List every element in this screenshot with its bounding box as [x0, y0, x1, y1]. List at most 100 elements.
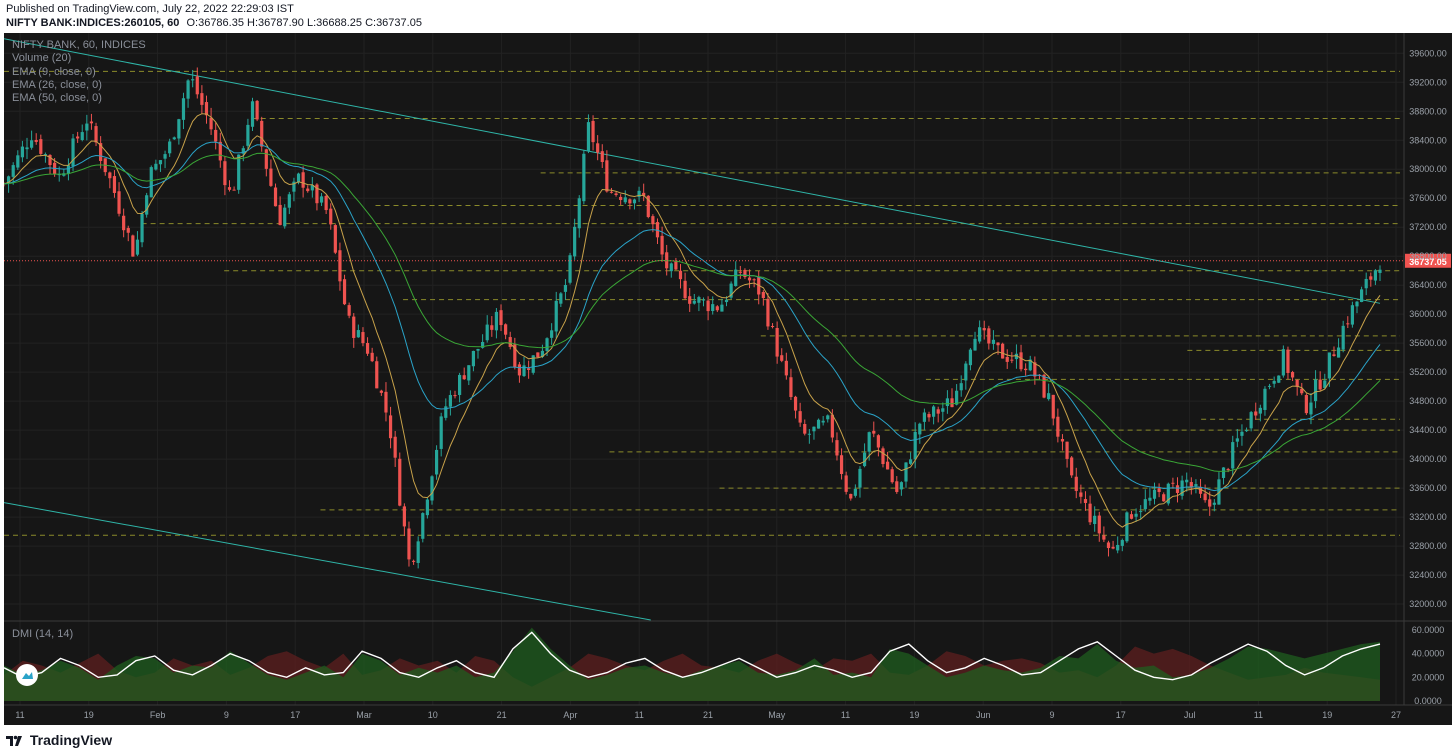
- candle-body: [508, 337, 512, 347]
- time-tick-label: May: [768, 710, 786, 720]
- candle-body: [862, 452, 867, 467]
- legend-ema50[interactable]: EMA (50, close, 0): [12, 92, 102, 105]
- candle-body: [218, 141, 222, 161]
- tradingview-logo[interactable]: TradingView: [6, 732, 112, 748]
- time-tick-label: 9: [1049, 710, 1054, 720]
- candle-body: [1226, 469, 1230, 471]
- chart-footer: TradingView: [0, 725, 1456, 754]
- time-tick-label: 17: [290, 710, 300, 720]
- last-price-tag: [1405, 253, 1451, 268]
- price-chart-svg[interactable]: 36737.05 39600.00 39200.00 38800.00 38400.0…: [2, 33, 1452, 725]
- dmi-tick-label: 20.0000: [1412, 672, 1445, 682]
- candle-body: [885, 461, 890, 470]
- candle-body: [904, 462, 908, 482]
- candle-body: [108, 172, 112, 179]
- candle-body: [39, 139, 43, 154]
- legend-ema26[interactable]: EMA (26, close, 0): [12, 78, 102, 91]
- time-tick-label: 11: [841, 710, 850, 720]
- candle-body: [315, 184, 319, 204]
- candle-body: [481, 341, 485, 348]
- candle-body: [1346, 323, 1350, 325]
- candle-body: [586, 122, 591, 151]
- candle-body: [278, 204, 282, 226]
- candle-body: [407, 528, 411, 560]
- candle-body: [168, 141, 172, 154]
- candle-body: [1231, 442, 1235, 469]
- candle-body: [200, 93, 204, 105]
- legend-ema9[interactable]: EMA (9, close, 0): [12, 65, 96, 78]
- price-tick-label: 37600.00: [1409, 193, 1447, 203]
- time-tick-label: 21: [703, 710, 713, 720]
- candle-body: [76, 136, 80, 139]
- candle-body: [425, 499, 429, 516]
- time-tick-label: 11: [15, 710, 24, 720]
- tradingview-bubble-icon[interactable]: [16, 664, 38, 686]
- candle-body: [430, 476, 434, 501]
- candle-body: [416, 541, 420, 563]
- candle-body: [310, 185, 314, 191]
- candle-body: [881, 448, 885, 465]
- candle-body: [1258, 407, 1262, 414]
- candle-body: [421, 513, 425, 539]
- candle-body: [789, 377, 793, 398]
- price-tick-label: 34400.00: [1409, 425, 1447, 435]
- candle-body: [688, 296, 692, 304]
- candle-body: [287, 194, 291, 208]
- candle-body: [987, 328, 991, 344]
- candle-body: [1364, 278, 1368, 289]
- candle-body: [890, 469, 894, 483]
- candle-body: [264, 149, 268, 169]
- candle-body: [1060, 438, 1065, 442]
- candle-body: [476, 348, 480, 351]
- candle-body: [807, 433, 811, 435]
- candle-body: [260, 120, 264, 147]
- time-tick-label: Jul: [1184, 710, 1196, 720]
- candle-body: [1047, 393, 1051, 400]
- candle-body: [816, 419, 821, 429]
- legend-symbol[interactable]: NIFTY BANK, 60, INDICES: [12, 39, 146, 51]
- candle-body: [177, 119, 181, 139]
- candle-body: [945, 398, 950, 407]
- candle-body: [729, 283, 733, 298]
- chart-area[interactable]: 36737.05 39600.00 39200.00 38800.00 38400.0…: [2, 33, 1452, 725]
- candle-body: [978, 327, 982, 342]
- candle-body: [724, 299, 729, 303]
- candle-body: [154, 163, 158, 170]
- price-tick-label: 36400.00: [1409, 280, 1447, 290]
- candle-body: [112, 176, 117, 193]
- candle-body: [20, 146, 25, 158]
- candle-body: [388, 415, 393, 439]
- candle-body: [683, 280, 687, 299]
- candle-body: [434, 449, 439, 475]
- brand-name: TradingView: [29, 732, 113, 748]
- candle-body: [342, 279, 347, 305]
- candle-body: [550, 330, 554, 338]
- candle-body: [798, 411, 802, 423]
- candle-body: [623, 197, 627, 203]
- legend-dmi[interactable]: DMI (14, 14): [12, 628, 74, 640]
- candle-body: [991, 339, 996, 344]
- candle-body: [701, 299, 706, 301]
- candle-body: [692, 300, 696, 304]
- candle-body: [1332, 354, 1336, 356]
- candle-body: [1180, 480, 1184, 496]
- candle-body: [646, 195, 650, 218]
- candle-body: [706, 300, 710, 312]
- candle-body: [775, 327, 779, 357]
- legend-volume[interactable]: Volume (20): [12, 52, 72, 65]
- candle-body: [273, 187, 278, 207]
- candle-body: [632, 199, 637, 204]
- price-tick-label: 34800.00: [1409, 396, 1447, 406]
- symbol-label: NIFTY BANK:INDICES:260105, 60: [6, 17, 180, 29]
- candle-body: [1341, 325, 1345, 350]
- candle-body: [319, 196, 324, 203]
- candle-body: [1221, 467, 1226, 478]
- price-tick-label: 38000.00: [1409, 164, 1447, 174]
- time-tick-label: 17: [1116, 710, 1126, 720]
- candle-body: [85, 123, 89, 131]
- candle-body: [1148, 497, 1152, 501]
- candle-body: [1079, 492, 1083, 497]
- time-tick-label: Jun: [976, 710, 991, 720]
- candle-body: [7, 176, 11, 184]
- dmi-tick-label: 0.0000: [1414, 696, 1442, 706]
